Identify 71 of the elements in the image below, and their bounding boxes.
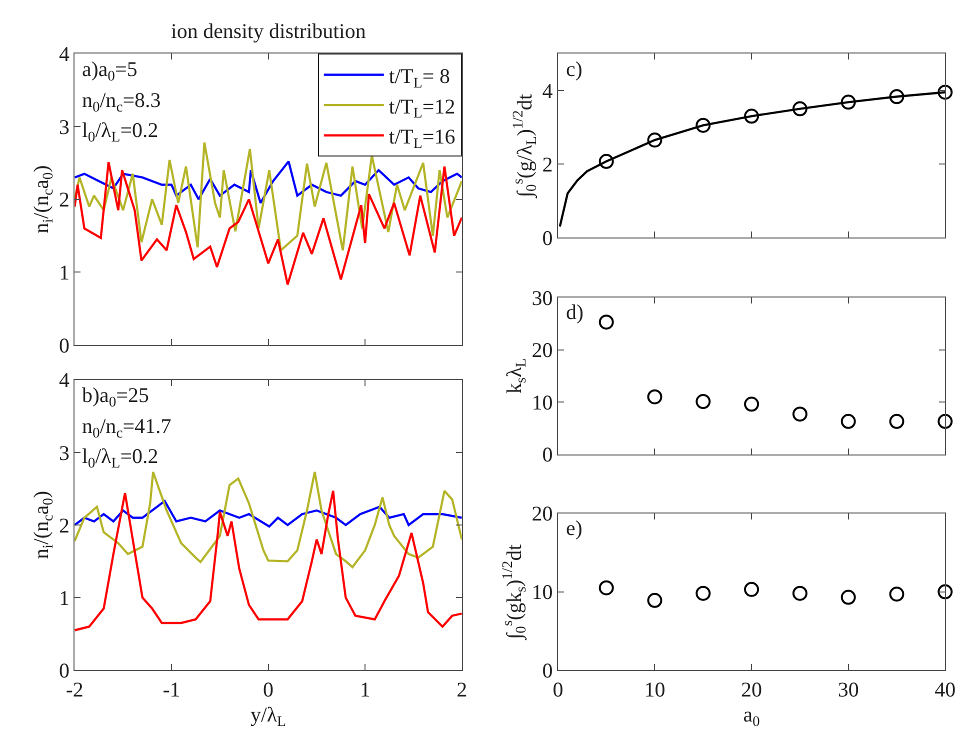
chart-title: ion density distribution: [171, 19, 366, 43]
y-tick-label: 3: [58, 114, 70, 139]
point: [744, 396, 760, 412]
x-tick-label: 40: [934, 677, 956, 702]
annotation: l$_{0}$/λ$_{L}$=0.2: [82, 444, 158, 472]
point: [938, 584, 953, 600]
annotation: c): [566, 57, 582, 81]
point: [792, 406, 808, 422]
y-tick-label: 30: [532, 286, 553, 310]
legend-label: t/T$_{L}$=12: [388, 94, 456, 122]
y-tick-label: 4: [542, 78, 554, 103]
point: [696, 118, 711, 133]
y-tick-label: 10: [532, 580, 553, 604]
line-series: [74, 470, 462, 568]
point: [889, 586, 904, 602]
point: [889, 89, 904, 104]
y-tick-label: 4: [58, 368, 70, 392]
point: [938, 84, 953, 100]
annotation: l$_{0}$/λ$_{L}$=0.2: [82, 118, 158, 146]
line-series: [74, 160, 462, 204]
annotation: n$_{0}$/n$_{c}$=8.3: [82, 88, 161, 116]
y-tick-label: 0: [542, 226, 553, 250]
annotation: b)a$_{0}$=25: [82, 383, 150, 410]
annotation: e): [566, 516, 582, 540]
y-tick-label: 2: [58, 513, 70, 538]
annotation: a)a$_{0}$=5: [82, 57, 138, 84]
y-tick-label: 2: [58, 188, 70, 212]
point: [889, 414, 904, 429]
point: [598, 580, 614, 596]
point: [792, 586, 808, 601]
y-tick-label: 4: [58, 42, 70, 66]
point: [840, 94, 856, 110]
x-tick-label: 10: [644, 677, 666, 702]
y-tick-label: 3: [58, 440, 70, 465]
point: [840, 414, 856, 429]
point: [647, 389, 662, 404]
y-tick-label: 2: [542, 152, 553, 176]
line-series: [74, 161, 462, 286]
point: [647, 592, 662, 608]
x-tick-label: 0: [263, 677, 274, 702]
point: [744, 582, 760, 597]
point: [696, 394, 711, 410]
y-tick-label: 0: [542, 658, 553, 683]
annotation: d): [566, 300, 584, 324]
x-axis-title: y/λ$_{L}$: [250, 702, 286, 730]
point: [598, 154, 614, 169]
point: [696, 586, 711, 601]
point: [744, 108, 760, 124]
x-tick-label: -1: [162, 677, 180, 702]
y-tick-label: 10: [532, 390, 553, 414]
y-tick-label: 1: [58, 260, 70, 284]
line-series: [74, 490, 462, 632]
line-series: [74, 500, 462, 528]
annotation: n$_{0}$/n$_{c}$=41.7: [82, 414, 172, 442]
legend-label: t/T$_{L}$=16: [388, 124, 456, 152]
point: [938, 414, 953, 429]
legend-label: t/T$_{L}$= 8: [388, 64, 450, 92]
y-tick-label: 20: [532, 502, 553, 526]
point: [792, 101, 808, 116]
y-tick-label: 20: [532, 338, 553, 362]
x-tick-label: 20: [741, 677, 762, 702]
x-tick-label: 30: [838, 677, 859, 702]
point: [598, 314, 614, 330]
point: [647, 132, 662, 148]
x-axis-title: a$_{0}$: [743, 702, 760, 730]
y-tick-label: 0: [542, 442, 553, 467]
y-tick-label: 1: [58, 586, 70, 610]
x-tick-label: 1: [360, 677, 370, 702]
y-tick-label: 0: [58, 333, 70, 358]
point: [840, 590, 856, 605]
x-tick-label: 2: [456, 677, 468, 702]
